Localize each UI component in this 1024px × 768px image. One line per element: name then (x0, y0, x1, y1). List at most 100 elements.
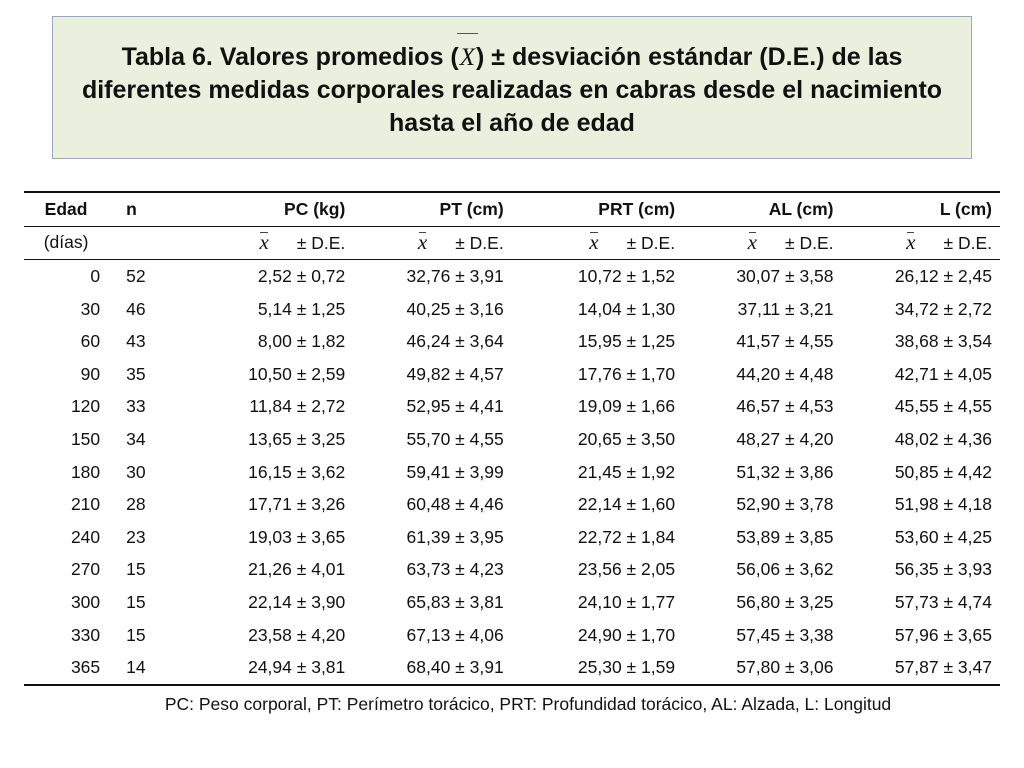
cell-edad: 180 (70, 461, 101, 482)
subheader-pc: x ± D.E. (172, 225, 354, 261)
cell-edad: 210 (70, 494, 101, 515)
cell-prt: 15,95 ± 1,25 (577, 331, 676, 352)
subheader-al: x ± D.E. (683, 225, 842, 261)
cell-l: 48,02 ± 4,36 (894, 428, 992, 449)
cell-edad: 90 (80, 363, 101, 384)
cell-edad: 0 (90, 265, 101, 286)
table-row: 270 15 21,26 ± 4,01 63,73 ± 4,23 23,56 ± 2,0… (24, 554, 1000, 587)
cell-al: 46,57 ± 4,53 (736, 396, 834, 417)
cell-n: 35 (126, 363, 146, 384)
cell-l: 51,98 ± 4,18 (894, 494, 992, 515)
cell-l: 42,71 ± 4,05 (894, 363, 992, 384)
mean-symbol: x (906, 230, 916, 255)
header-edad: Edad (24, 190, 109, 227)
sd-label: ± D.E. (296, 233, 346, 254)
cell-al: 30,07 ± 3,58 (736, 265, 834, 286)
table-row: 365 14 24,94 ± 3,81 68,40 ± 3,91 25,30 ± 1,5… (24, 651, 1000, 686)
cell-pt: 67,13 ± 4,06 (406, 624, 504, 645)
cell-al: 51,32 ± 3,86 (736, 461, 834, 482)
cell-edad: 300 (70, 591, 101, 612)
mean-symbol: x (589, 230, 599, 255)
cell-prt: 22,14 ± 1,60 (577, 494, 676, 515)
cell-pt: 63,73 ± 4,23 (406, 559, 504, 580)
cell-edad: 270 (70, 559, 101, 580)
sd-label: ± D.E. (785, 233, 834, 254)
mean-symbol: x (417, 230, 428, 255)
cell-prt: 21,45 ± 1,92 (577, 461, 676, 482)
table-row: 300 15 22,14 ± 3,90 65,83 ± 3,81 24,10 ± 1,7… (24, 586, 1000, 619)
table-subheader-row: (días) x ± D.E. x ± D.E. x ± D.E. x ± D.E. x… (24, 225, 1000, 261)
cell-pt: 40,25 ± 3,16 (406, 298, 504, 319)
table-row: 180 30 16,15 ± 3,62 59,41 ± 3,99 21,45 ± 1,9… (24, 456, 1000, 489)
cell-prt: 10,72 ± 1,52 (577, 265, 676, 286)
cell-n: 52 (126, 265, 146, 286)
cell-l: 56,35 ± 3,93 (894, 559, 992, 580)
header-pt: PT (cm) (353, 190, 512, 227)
table-body: 0 52 2,52 ± 0,72 32,76 ± 3,91 10,72 ± 1,52 30… (24, 260, 1000, 686)
sd-label: ± D.E. (455, 233, 504, 254)
cell-n: 14 (108, 651, 173, 686)
cell-al: 44,20 ± 4,48 (736, 363, 834, 384)
title-text-before: Tabla 6. Valores promedios ( (121, 43, 459, 71)
cell-al: 52,90 ± 3,78 (736, 494, 834, 515)
cell-n: 15 (126, 559, 146, 580)
cell-prt: 25,30 ± 1,59 (511, 651, 684, 686)
table-row: 120 33 11,84 ± 2,72 52,95 ± 4,41 19,09 ± 1,6… (24, 391, 1000, 424)
cell-al: 57,45 ± 3,38 (736, 624, 834, 645)
cell-n: 34 (126, 428, 146, 449)
cell-al: 41,57 ± 4,55 (736, 331, 834, 352)
cell-al: 48,27 ± 4,20 (736, 428, 834, 449)
header-prt: PRT (cm) (511, 190, 684, 227)
mean-symbol: x (747, 230, 757, 255)
cell-pc: 24,94 ± 3,81 (172, 651, 354, 686)
header-pc: PC (kg) (172, 190, 354, 227)
slide-title: Tabla 6. Valores promedios (X) ± desviac… (53, 33, 971, 140)
table-row: 330 15 23,58 ± 4,20 67,13 ± 4,06 24,90 ± 1,7… (24, 619, 1000, 652)
header-al: AL (cm) (683, 190, 842, 227)
cell-edad: 30 (80, 298, 101, 319)
cell-pc: 22,14 ± 3,90 (248, 591, 346, 612)
mean-symbol: x (259, 230, 269, 255)
cell-l: 50,85 ± 4,42 (894, 461, 992, 482)
cell-pc: 19,03 ± 3,65 (248, 526, 346, 547)
table-header-row: Edad n PC (kg) PT (cm) PRT (cm) AL (cm) … (24, 190, 1000, 227)
cell-prt: 19,09 ± 1,66 (577, 396, 676, 417)
cell-pt: 32,76 ± 3,91 (406, 265, 504, 286)
cell-pc: 17,71 ± 3,26 (248, 494, 346, 515)
cell-edad: 120 (70, 396, 101, 417)
cell-al: 57,80 ± 3,06 (683, 651, 842, 686)
cell-pc: 10,50 ± 2,59 (248, 363, 346, 384)
cell-edad: 330 (70, 624, 101, 645)
cell-n: 30 (126, 461, 146, 482)
table-row: 240 23 19,03 ± 3,65 61,39 ± 3,95 22,72 ± 1,8… (24, 521, 1000, 554)
title-box: Tabla 6. Valores promedios (X) ± desviac… (52, 16, 972, 159)
mean-symbol-title: X (456, 33, 479, 74)
table-row: 210 28 17,71 ± 3,26 60,48 ± 4,46 22,14 ± 1,6… (24, 488, 1000, 521)
cell-pt: 61,39 ± 3,95 (406, 526, 504, 547)
table-row: 30 46 5,14 ± 1,25 40,25 ± 3,16 14,04 ± 1,30 3… (24, 293, 1000, 326)
cell-pc: 5,14 ± 1,25 (257, 298, 346, 319)
footnote: PC: Peso corporal, PT: Perímetro torácic… (164, 694, 892, 714)
cell-prt: 23,56 ± 2,05 (577, 559, 676, 580)
cell-pc: 21,26 ± 4,01 (248, 559, 346, 580)
cell-l: 53,60 ± 4,25 (894, 526, 992, 547)
cell-pt: 46,24 ± 3,64 (406, 331, 504, 352)
sd-label: ± D.E. (943, 233, 992, 254)
cell-pc: 2,52 ± 0,72 (257, 265, 346, 286)
cell-n: 46 (126, 298, 146, 319)
cell-pc: 23,58 ± 4,20 (248, 624, 346, 645)
cell-pt: 65,83 ± 3,81 (406, 591, 504, 612)
cell-edad: 150 (70, 428, 101, 449)
cell-pt: 60,48 ± 4,46 (406, 494, 504, 515)
cell-pc: 8,00 ± 1,82 (257, 331, 346, 352)
cell-l: 45,55 ± 4,55 (894, 396, 992, 417)
cell-l: 26,12 ± 2,45 (894, 265, 992, 286)
cell-n: 28 (126, 494, 146, 515)
table-row: 0 52 2,52 ± 0,72 32,76 ± 3,91 10,72 ± 1,52 30… (24, 260, 1000, 293)
table-row: 150 34 13,65 ± 3,25 55,70 ± 4,55 20,65 ± 3,5… (24, 423, 1000, 456)
cell-pt: 55,70 ± 4,55 (406, 428, 504, 449)
cell-al: 53,89 ± 3,85 (736, 526, 834, 547)
cell-pc: 13,65 ± 3,25 (248, 428, 346, 449)
cell-l: 57,96 ± 3,65 (894, 624, 992, 645)
header-l: L (cm) (841, 190, 1000, 227)
